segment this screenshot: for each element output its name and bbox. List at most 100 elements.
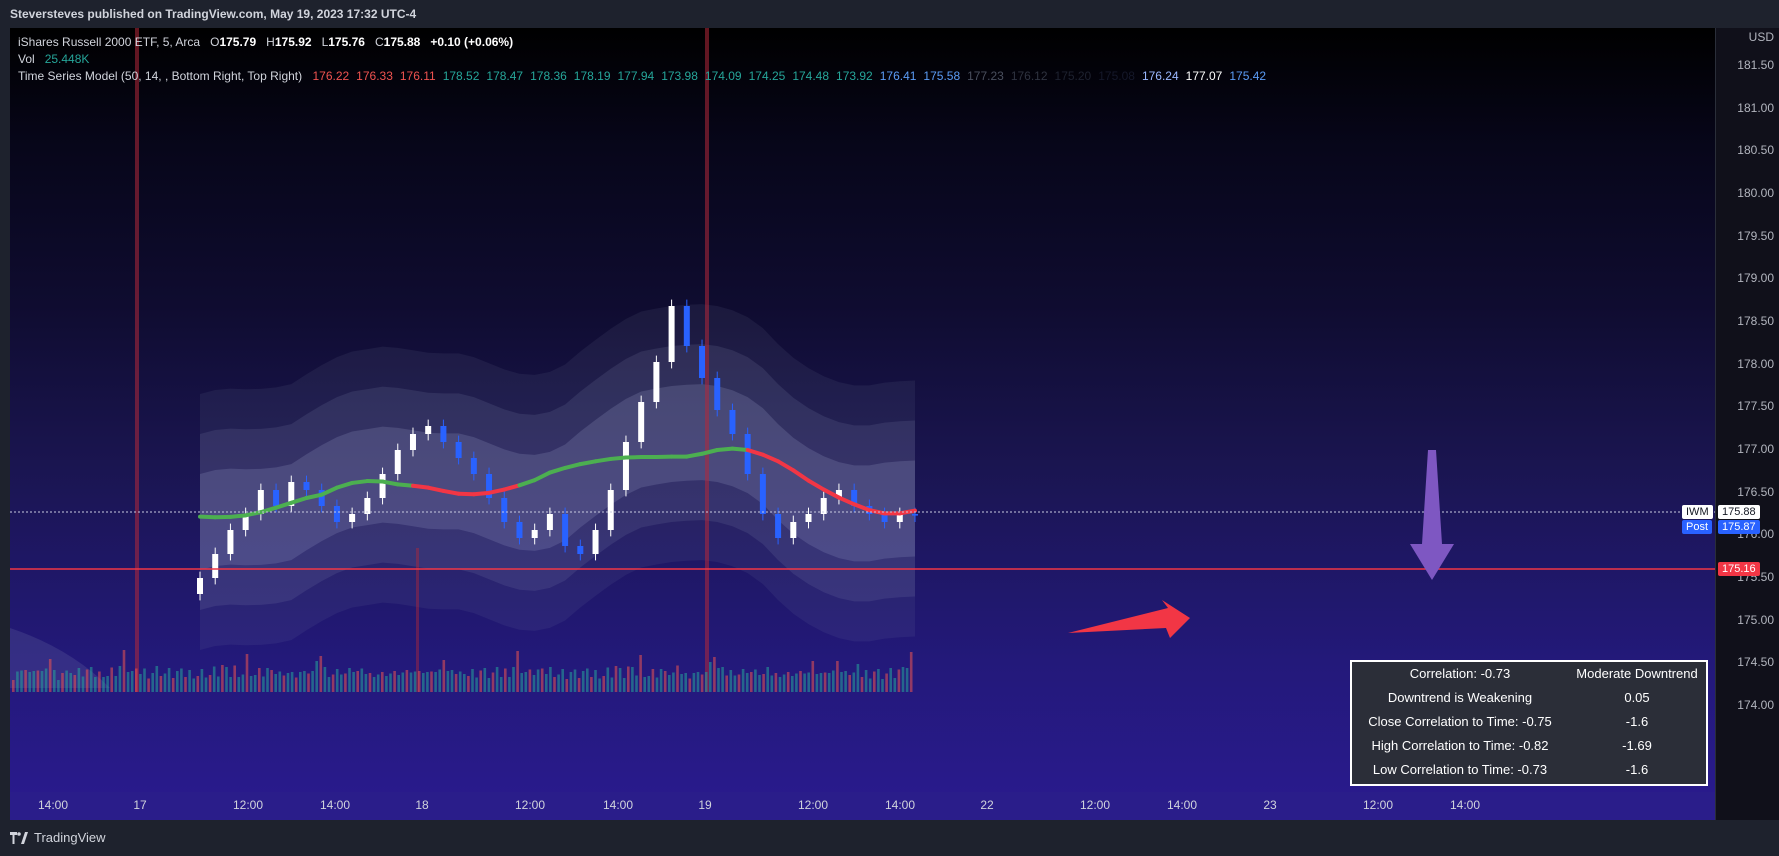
volume-bar <box>770 675 774 692</box>
close-value: 175.88 <box>383 35 421 49</box>
price-tick: 174.00 <box>1737 698 1774 712</box>
indicator-value: 178.47 <box>486 69 524 83</box>
candle-body <box>592 530 599 554</box>
candle-body <box>714 378 721 410</box>
level-price-label: 175.16 <box>1718 562 1760 576</box>
volume-bar <box>873 671 876 692</box>
chart-plot[interactable] <box>10 28 1715 792</box>
trend-segment <box>578 459 598 467</box>
time-tick: 14:00 <box>319 798 351 812</box>
volume-bar <box>233 665 236 692</box>
volume-bar <box>610 677 614 692</box>
annotation-arrows[interactable] <box>1068 450 1454 638</box>
price-tick: 174.50 <box>1737 655 1774 670</box>
trend-segment <box>517 478 537 488</box>
candle-body <box>257 490 264 514</box>
volume-bar <box>184 677 187 692</box>
volume-bar <box>622 678 626 692</box>
volume-bar <box>557 674 560 692</box>
time-tick: 22 <box>980 798 994 812</box>
volume-bar <box>815 674 819 692</box>
volume-bar <box>311 671 314 692</box>
volume-bar <box>241 674 245 692</box>
volume-bar <box>864 670 868 692</box>
post-price-label: 175.87 <box>1718 520 1760 534</box>
volume-bar <box>663 671 667 692</box>
price-scale[interactable]: USD 181.50 181.00 180.50 180.00 179.50 179.00… <box>1682 28 1779 820</box>
indicator-value: 176.33 <box>356 69 393 83</box>
candle-body <box>516 522 523 538</box>
candle-body <box>455 442 462 458</box>
close-label: C <box>374 35 384 49</box>
candle-body <box>744 434 751 474</box>
trend-segment <box>502 483 522 492</box>
volume-bar <box>356 671 359 692</box>
volume-bar <box>561 669 564 692</box>
volume-bar <box>487 678 491 692</box>
volume-bar <box>778 677 782 692</box>
tradingview-logo[interactable]: TradingView <box>10 820 106 856</box>
chart-area[interactable]: iShares Russell 2000 ETF, 5, Arca O175.7… <box>10 28 1715 820</box>
volume-bar <box>36 670 40 692</box>
volume-bar <box>53 670 56 692</box>
brand-name: TradingView <box>34 830 106 845</box>
volume-bar <box>315 661 318 692</box>
trend-segment <box>334 480 355 490</box>
volume-bar <box>463 674 466 692</box>
stats-row: High Correlation to Time: -0.82 -1.69 <box>1352 734 1706 758</box>
price-tick: 177.50 <box>1737 399 1774 414</box>
stats-row: Close Correlation to Time: -0.75 -1.6 <box>1352 710 1706 734</box>
volume-bar <box>553 677 556 692</box>
published-text: Steversteves published on TradingView.co… <box>10 7 417 21</box>
time-tick: 12:00 <box>514 798 546 812</box>
volume-bar <box>717 668 720 692</box>
low-label: L <box>321 35 329 49</box>
indicator-value: 176.41 <box>879 69 917 83</box>
volume-bar <box>627 666 630 692</box>
candle-body <box>790 522 797 538</box>
indicator-row: Time Series Model (50, 14, , Bottom Righ… <box>18 68 1266 85</box>
volume-bar <box>528 669 532 692</box>
volume-bar <box>725 675 728 692</box>
volume-bar <box>340 674 343 692</box>
stats-label: Low Correlation to Time: -0.73 <box>1372 762 1548 777</box>
stats-row: Downtrend is Weakening 0.05 <box>1352 686 1706 710</box>
volume-bar <box>94 677 97 692</box>
volume-bar <box>536 669 540 692</box>
volume-bar <box>745 673 749 692</box>
stats-value: Moderate Downtrend <box>1576 666 1698 681</box>
volume-bar <box>741 669 745 692</box>
volume-bar <box>524 672 528 692</box>
volume-bar <box>635 675 638 692</box>
candle-body <box>835 490 842 498</box>
indicator-value: 175.42 <box>1229 69 1267 83</box>
volume-bar <box>307 673 310 692</box>
indicator-value: 175.58 <box>923 69 961 83</box>
volume-bar <box>299 672 302 692</box>
volume-bar <box>618 668 622 692</box>
volume-bar <box>901 667 905 692</box>
volume-bar <box>438 669 441 692</box>
time-tick: 14:00 <box>602 798 634 812</box>
time-scale[interactable]: 14:00 17 12:00 14:00 18 12:00 14:00 19 12:00 14:0… <box>10 792 1715 820</box>
time-tick: 14:00 <box>37 798 69 812</box>
indicator-value: 173.92 <box>836 69 873 83</box>
volume-bar <box>319 656 323 692</box>
volume-bar <box>458 671 462 692</box>
volume-bar <box>594 670 597 692</box>
volume-bar <box>409 672 413 692</box>
tradingview-icon <box>10 832 28 844</box>
volume-bar <box>77 668 81 692</box>
price-tick: 177.00 <box>1737 442 1774 456</box>
stats-value: -1.69 <box>1622 738 1652 753</box>
volume-bar <box>212 666 216 692</box>
candle-body <box>501 498 508 522</box>
volume-bar <box>364 674 368 692</box>
candle-body <box>197 578 203 594</box>
volume-bar <box>130 671 134 692</box>
indicator-name: Time Series Model (50, 14, , Bottom Righ… <box>18 69 303 83</box>
volume-bar <box>143 668 146 692</box>
time-tick: 12:00 <box>232 798 264 812</box>
volume-bar <box>823 672 827 692</box>
volume-bar <box>606 667 610 692</box>
